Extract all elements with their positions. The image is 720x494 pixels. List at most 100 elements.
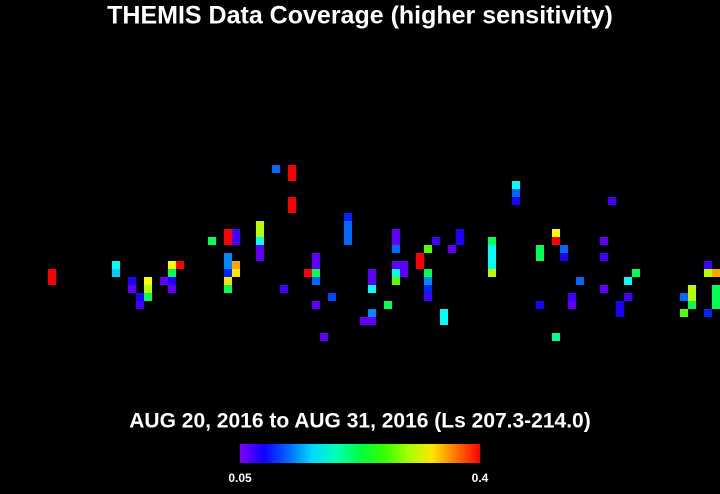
- coverage-cell: [616, 301, 624, 309]
- coverage-cell: [288, 205, 296, 213]
- coverage-cell: [680, 293, 688, 301]
- coverage-cell: [128, 277, 136, 285]
- coverage-cell: [256, 229, 264, 237]
- coverage-cell: [136, 293, 144, 301]
- coverage-cell: [232, 237, 240, 245]
- coverage-cell: [368, 317, 376, 325]
- coverage-cell: [368, 277, 376, 285]
- coverage-cell: [416, 253, 424, 261]
- coverage-cell: [560, 245, 568, 253]
- coverage-cell: [320, 333, 328, 341]
- coverage-cell: [168, 285, 176, 293]
- coverage-cell: [600, 237, 608, 245]
- coverage-cell: [424, 245, 432, 253]
- chart-title: THEMIS Data Coverage (higher sensitivity…: [107, 2, 613, 30]
- coverage-cell: [344, 221, 352, 229]
- coverage-cell: [168, 277, 176, 285]
- colorbar-min-label: 0.05: [228, 471, 252, 485]
- colorbar: [240, 444, 480, 463]
- coverage-cell: [624, 293, 632, 301]
- coverage-cell: [600, 253, 608, 261]
- coverage-cell: [256, 221, 264, 229]
- coverage-cell: [560, 253, 568, 261]
- coverage-cell: [712, 301, 720, 309]
- coverage-cell: [288, 165, 296, 173]
- coverage-cell: [488, 269, 496, 277]
- coverage-cell: [168, 261, 176, 269]
- coverage-cell: [392, 237, 400, 245]
- coverage-cell: [688, 301, 696, 309]
- coverage-cell: [400, 261, 408, 269]
- coverage-cell: [568, 293, 576, 301]
- coverage-cell: [576, 277, 584, 285]
- coverage-cell: [416, 261, 424, 269]
- coverage-cell: [424, 285, 432, 293]
- coverage-cell: [392, 245, 400, 253]
- coverage-cells: [48, 165, 720, 341]
- coverage-cell: [368, 269, 376, 277]
- coverage-cell: [552, 333, 560, 341]
- coverage-cell: [272, 165, 280, 173]
- coverage-cell: [48, 269, 56, 277]
- coverage-cell: [712, 285, 720, 293]
- coverage-cell: [48, 277, 56, 285]
- coverage-cell: [232, 229, 240, 237]
- date-range: AUG 20, 2016 to AUG 31, 2016 (Ls 207.3-2…: [129, 410, 590, 433]
- coverage-cell: [224, 261, 232, 269]
- coverage-cell: [224, 229, 232, 237]
- coverage-cell: [224, 269, 232, 277]
- coverage-cell: [136, 301, 144, 309]
- coverage-cell: [224, 277, 232, 285]
- coverage-cell: [232, 261, 240, 269]
- coverage-cell: [392, 277, 400, 285]
- coverage-cell: [424, 277, 432, 285]
- coverage-cell: [176, 261, 184, 269]
- coverage-cell: [288, 197, 296, 205]
- coverage-cell: [424, 293, 432, 301]
- coverage-cell: [536, 245, 544, 253]
- coverage-cell: [312, 261, 320, 269]
- coverage-cell: [488, 253, 496, 261]
- coverage-cell: [536, 253, 544, 261]
- colorbar-max-label: 0.4: [472, 471, 489, 485]
- coverage-cell: [456, 237, 464, 245]
- coverage-cell: [712, 269, 720, 277]
- coverage-cell: [704, 269, 712, 277]
- coverage-cell: [488, 245, 496, 253]
- coverage-cell: [704, 309, 712, 317]
- coverage-cell: [512, 197, 520, 205]
- coverage-cell: [512, 189, 520, 197]
- coverage-cell: [144, 285, 152, 293]
- coverage-cell: [368, 309, 376, 317]
- coverage-cell: [224, 237, 232, 245]
- coverage-cell: [112, 269, 120, 277]
- coverage-cell: [440, 309, 448, 317]
- coverage-cell: [256, 253, 264, 261]
- coverage-cell: [112, 261, 120, 269]
- coverage-cell: [632, 269, 640, 277]
- coverage-cell: [312, 301, 320, 309]
- coverage-cell: [280, 285, 288, 293]
- coverage-cell: [312, 269, 320, 277]
- coverage-cell: [208, 237, 216, 245]
- coverage-cell: [312, 277, 320, 285]
- coverage-cell: [432, 237, 440, 245]
- coverage-cell: [344, 213, 352, 221]
- coverage-cell: [328, 293, 336, 301]
- coverage-cell: [392, 229, 400, 237]
- coverage-cell: [568, 301, 576, 309]
- coverage-cell: [224, 285, 232, 293]
- coverage-cell: [392, 269, 400, 277]
- coverage-cell: [552, 237, 560, 245]
- coverage-cell: [424, 269, 432, 277]
- coverage-cell: [392, 261, 400, 269]
- coverage-cell: [288, 173, 296, 181]
- coverage-cell: [552, 229, 560, 237]
- coverage-cell: [624, 277, 632, 285]
- coverage-cell: [128, 285, 136, 293]
- coverage-cell: [224, 253, 232, 261]
- coverage-cell: [688, 293, 696, 301]
- coverage-cell: [536, 301, 544, 309]
